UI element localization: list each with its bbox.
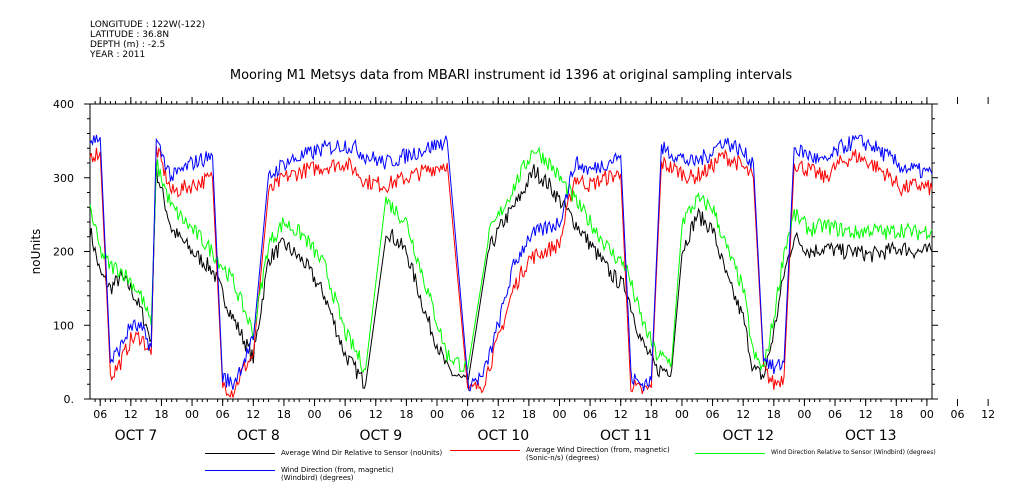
x-tick-label-29: 12	[981, 408, 995, 421]
x-tick-label-14: 18	[522, 408, 536, 421]
legend-entry-2: Wind Direction Relative to Sensor (Windb…	[695, 449, 936, 457]
metadata-block: LONGITUDE : 122W(-122) LATITUDE : 36.8N …	[90, 20, 205, 60]
latitude-label: LATITUDE : 36.8N	[90, 30, 170, 40]
x-tick-label-0: 06	[93, 408, 107, 421]
x-tick-label-25: 12	[859, 408, 873, 421]
legend-swatch-1	[450, 450, 520, 451]
x-tick-label-8: 06	[338, 408, 352, 421]
x-day-label-5: OCT 12	[722, 428, 774, 444]
y-tick-label-0: 0.	[64, 393, 75, 406]
legend-label-3: Wind Direction (from, magnetic) (Windbir…	[281, 466, 394, 482]
x-tick-label-5: 12	[246, 408, 260, 421]
legend-entry-3: Wind Direction (from, magnetic) (Windbir…	[205, 466, 445, 482]
series-line-3	[89, 134, 933, 392]
y-tick-label-1: 100	[53, 319, 74, 332]
x-tick-label-16: 06	[583, 408, 597, 421]
x-tick-label-2: 18	[154, 408, 168, 421]
x-day-label-1: OCT 8	[237, 428, 280, 444]
x-tick-label-1: 12	[124, 408, 138, 421]
x-day-label-0: OCT 7	[115, 428, 158, 444]
legend-entry-1: Average Wind Direction (from, magnetic) …	[450, 446, 680, 462]
x-tick-label-10: 18	[399, 408, 413, 421]
x-tick-label-3: 00	[185, 408, 199, 421]
x-tick-label-11: 00	[430, 408, 444, 421]
x-tick-label-20: 06	[706, 408, 720, 421]
legend-label-1: Average Wind Direction (from, magnetic) …	[526, 446, 670, 462]
x-tick-label-19: 00	[675, 408, 689, 421]
x-tick-label-22: 18	[767, 408, 781, 421]
longitude-label: LONGITUDE : 122W(-122)	[90, 20, 206, 30]
y-tick-label-4: 400	[53, 98, 74, 111]
x-tick-label-6: 18	[277, 408, 291, 421]
x-tick-label-23: 00	[797, 408, 811, 421]
x-tick-label-15: 00	[552, 408, 566, 421]
x-day-label-4: OCT 11	[600, 428, 652, 444]
legend-swatch-0	[205, 453, 275, 454]
x-tick-label-26: 18	[889, 408, 903, 421]
x-tick-label-18: 18	[644, 408, 658, 421]
x-tick-label-9: 12	[369, 408, 383, 421]
legend-entry-0: Average Wind Dir Relative to Sensor (noU…	[205, 449, 442, 457]
x-day-label-3: OCT 10	[478, 428, 530, 444]
x-tick-label-24: 06	[828, 408, 842, 421]
legend-swatch-3	[205, 470, 275, 471]
depth-label: DEPTH (m) : -2.5	[90, 40, 166, 50]
legend-label-0: Average Wind Dir Relative to Sensor (noU…	[281, 449, 443, 457]
year-label: YEAR : 2011	[90, 50, 146, 60]
series-line-2	[89, 146, 933, 373]
x-tick-label-21: 12	[736, 408, 750, 421]
x-day-label-6: OCT 13	[845, 428, 897, 444]
legend-swatch-2	[695, 453, 765, 454]
x-tick-label-28: 06	[951, 408, 965, 421]
y-axis-label: noUnits	[29, 229, 43, 275]
y-tick-label-2: 200	[53, 246, 74, 259]
x-tick-label-4: 06	[216, 408, 230, 421]
x-day-label-2: OCT 9	[360, 428, 403, 444]
x-tick-label-17: 12	[614, 408, 628, 421]
x-tick-label-27: 00	[920, 408, 934, 421]
series-line-0	[89, 163, 933, 389]
x-tick-label-7: 00	[308, 408, 322, 421]
y-tick-label-3: 300	[53, 172, 74, 185]
chart-title: Mooring M1 Metsys data from MBARI instru…	[229, 68, 793, 83]
legend-label-2: Wind Direction Relative to Sensor (Windb…	[771, 449, 936, 456]
x-tick-label-13: 12	[491, 408, 505, 421]
x-tick-label-12: 06	[461, 408, 475, 421]
